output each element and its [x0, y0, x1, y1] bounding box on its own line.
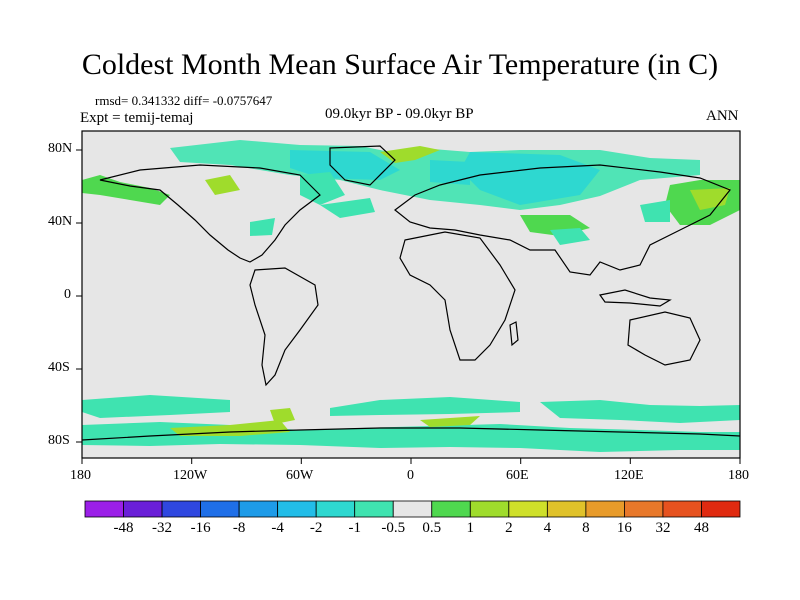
- colorbar-swatch: [277, 500, 317, 518]
- lon-label-60w: 60W: [286, 468, 314, 483]
- colorbar-swatch: [431, 500, 471, 518]
- colorbar-tick-label: 0.5: [422, 520, 442, 536]
- colorbar-tick-label: 2: [505, 520, 513, 536]
- colorbar-tick-label: -4: [271, 520, 284, 536]
- colorbar-swatch: [200, 500, 240, 518]
- colorbar-tick-label: 48: [693, 520, 709, 536]
- colorbar-swatch: [392, 500, 433, 518]
- colorbar-swatch: [662, 500, 702, 518]
- plot-title: Coldest Month Mean Surface Air Temperatu…: [81, 48, 719, 81]
- colorbar-swatch: [585, 500, 625, 518]
- lon-label-0: 0: [407, 468, 414, 483]
- colorbar-tick-label: -0.5: [381, 520, 406, 536]
- lon-label-120e: 120E: [614, 468, 644, 483]
- anomaly-regions: [82, 140, 740, 452]
- lat-label-80n: 80N: [48, 141, 73, 156]
- colorbar-tick-label: 32: [655, 520, 671, 536]
- colorbar-swatch: [161, 500, 201, 518]
- season-label: ANN: [706, 108, 739, 124]
- colorbar-swatch: [84, 500, 124, 518]
- colorbar-swatch: [123, 500, 163, 518]
- lat-label-0: 0: [64, 287, 71, 302]
- colorbar: [84, 500, 741, 518]
- colorbar-swatch: [508, 500, 548, 518]
- coastlines: [81, 145, 741, 441]
- colorbar-tick-label: -2: [309, 520, 323, 536]
- colorbar-swatch: [701, 500, 741, 518]
- lon-label-60e: 60E: [506, 468, 529, 483]
- colorbar-tick-label: 4: [543, 520, 552, 536]
- colorbar-tick-label: -1: [348, 520, 361, 536]
- lat-label-40n: 40N: [48, 214, 73, 229]
- lon-label-180w: 180: [70, 468, 91, 483]
- colorbar-tick-label: -48: [113, 520, 134, 536]
- colorbar-tick-label: -32: [152, 520, 173, 536]
- colorbar-tick-label: 1: [466, 520, 475, 536]
- colorbar-swatch: [238, 500, 279, 518]
- lon-label-120w: 120W: [173, 468, 208, 483]
- colorbar-swatch: [354, 500, 394, 518]
- colorbar-swatch: [469, 500, 510, 518]
- lat-label-40s: 40S: [48, 360, 70, 375]
- colorbar-swatch: [624, 500, 664, 518]
- period-label: 09.0kyr BP - 09.0kyr BP: [325, 106, 474, 122]
- lat-label-80s: 80S: [48, 433, 70, 448]
- colorbar-tick-label: 8: [582, 520, 590, 536]
- colorbar-swatch: [315, 500, 356, 518]
- colorbar-swatch: [546, 500, 587, 518]
- stats-text: rmsd= 0.341332 diff= -0.0757647: [95, 93, 273, 108]
- colorbar-tick-label: 16: [616, 520, 632, 536]
- colorbar-tick-label: -8: [232, 520, 246, 536]
- experiment-label: Expt = temij-temaj: [80, 110, 194, 126]
- axis-ticks: [76, 149, 741, 464]
- lon-label-180e: 180: [728, 468, 749, 483]
- colorbar-tick-label: -16: [190, 520, 211, 536]
